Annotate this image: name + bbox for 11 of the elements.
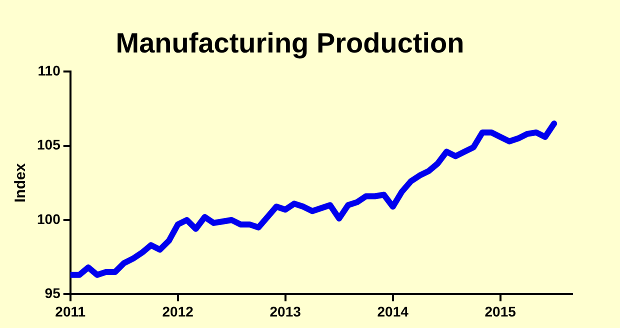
x-tick-label: 2015 <box>484 303 516 320</box>
x-tick-label: 2014 <box>377 303 409 320</box>
y-tick-label: 100 <box>37 210 61 227</box>
y-tick-label: 110 <box>38 62 61 78</box>
x-tick-label: 2013 <box>270 303 302 320</box>
x-tick-label: 2012 <box>162 303 194 320</box>
y-axis-title: Index <box>12 162 30 202</box>
chart-title: Manufacturing Production <box>116 28 464 59</box>
x-tick-label: 2011 <box>55 303 86 320</box>
y-tick-label: 105 <box>37 136 61 153</box>
y-tick-label: 95 <box>44 285 61 302</box>
